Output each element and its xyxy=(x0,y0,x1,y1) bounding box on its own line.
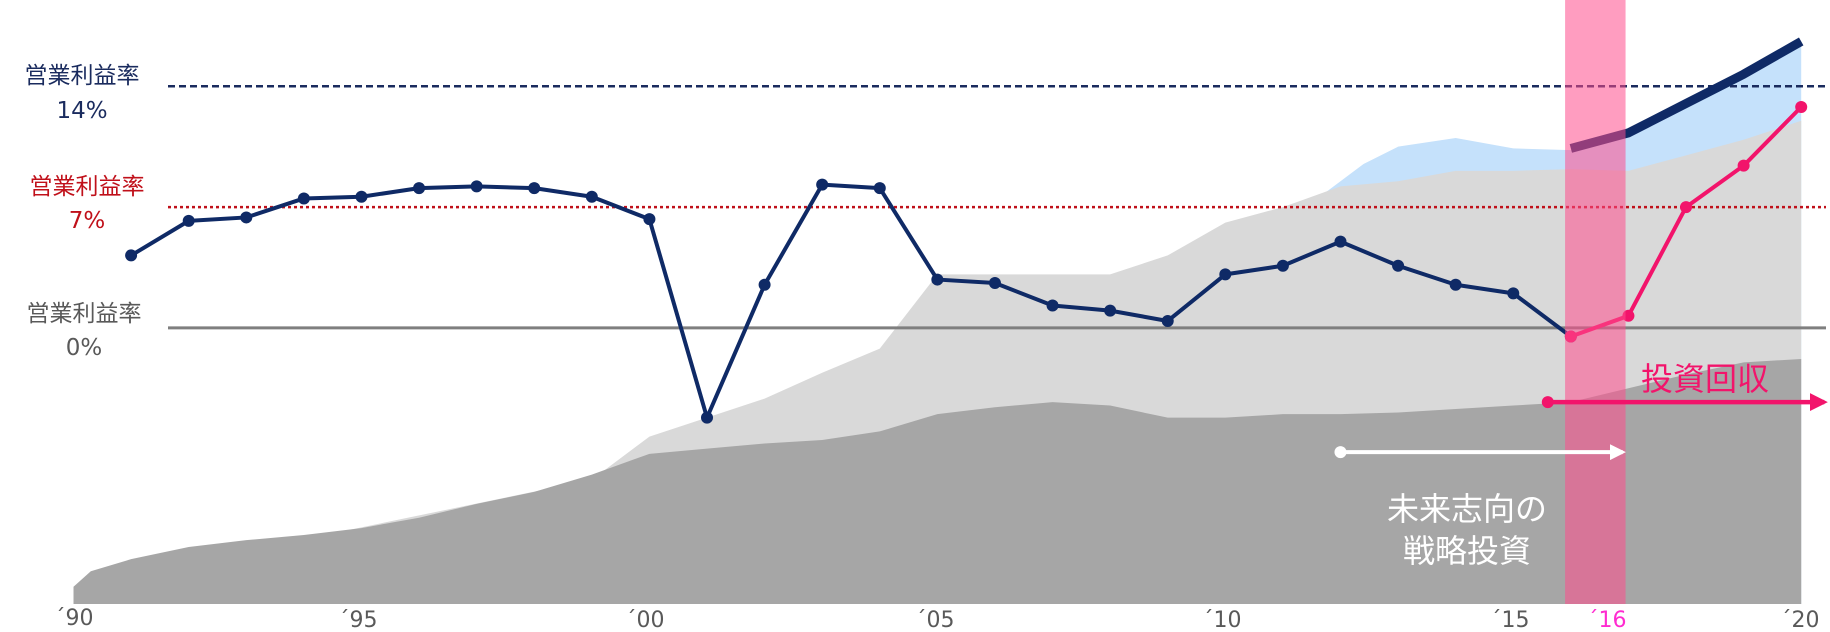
series-0-point-7 xyxy=(528,182,541,195)
series-0-point-13 xyxy=(873,182,886,195)
series-lines xyxy=(125,37,1808,424)
series-0-point-21 xyxy=(1334,235,1347,248)
arrow-layer xyxy=(1334,393,1828,461)
series-0-point-16 xyxy=(1046,299,1059,312)
series-line-0 xyxy=(130,182,1573,420)
series-0-point-17 xyxy=(1104,304,1117,317)
area-2 xyxy=(73,358,1802,604)
x-tick-15: ´15 xyxy=(1491,608,1530,632)
series-0-point-12 xyxy=(816,178,829,191)
x-tick-00: ´00 xyxy=(626,608,665,632)
series-0-point-10 xyxy=(701,411,714,424)
investment-annotation-line2: 戦略投資 xyxy=(1403,532,1531,570)
series-0-point-11 xyxy=(758,278,771,291)
series-0-point-20 xyxy=(1276,259,1289,272)
highlight-band-layer xyxy=(1565,0,1626,604)
recovery-arrow-start xyxy=(1541,396,1554,409)
series-0-point-23 xyxy=(1449,278,1462,291)
series-0-point-9 xyxy=(643,213,656,226)
series-0-point-1 xyxy=(182,214,195,227)
ref-label-7-line1: 営業利益率 xyxy=(30,174,145,200)
reference-lines xyxy=(168,85,1826,330)
series-1-point-4 xyxy=(1795,100,1808,113)
series-0-point-22 xyxy=(1392,259,1405,272)
series-0-point-19 xyxy=(1219,268,1232,281)
ref-label-7-line2: 7% xyxy=(69,208,106,234)
series-1-point-2 xyxy=(1680,201,1693,214)
series-0-point-0 xyxy=(125,249,138,262)
x-tick-95: ´95 xyxy=(339,608,378,632)
x-tick-90: ´90 xyxy=(55,606,94,631)
x-tick-16: ´16 xyxy=(1588,608,1627,632)
ref-label-0-line2: 0% xyxy=(66,335,103,361)
ref-label-14-line1: 営業利益率 xyxy=(25,63,140,89)
series-0-point-14 xyxy=(931,273,944,286)
x-tick-10: ´10 xyxy=(1203,608,1242,632)
series-0-point-18 xyxy=(1161,314,1174,327)
series-0-point-6 xyxy=(470,180,483,193)
series-0-point-4 xyxy=(355,190,368,203)
series-0-point-3 xyxy=(297,192,310,205)
series-1-point-3 xyxy=(1737,159,1750,172)
series-0-point-2 xyxy=(240,211,253,224)
ref-label-0-line1: 営業利益率 xyxy=(27,301,142,327)
investment-annotation-line1: 未来志向の xyxy=(1387,490,1547,528)
series-0-point-24 xyxy=(1507,287,1520,300)
area-layer xyxy=(73,41,1802,605)
x-tick-20: ´20 xyxy=(1781,608,1820,632)
series-0-point-15 xyxy=(988,277,1001,290)
series-0-point-5 xyxy=(413,182,426,195)
highlight-band-2016 xyxy=(1565,0,1626,604)
x-tick-05: ´05 xyxy=(916,608,955,632)
series-0-point-8 xyxy=(585,190,598,203)
investment-arrow-start xyxy=(1334,446,1347,459)
recovery-annotation: 投資回収 xyxy=(1641,360,1769,398)
ref-label-14-line2: 14% xyxy=(56,98,107,124)
